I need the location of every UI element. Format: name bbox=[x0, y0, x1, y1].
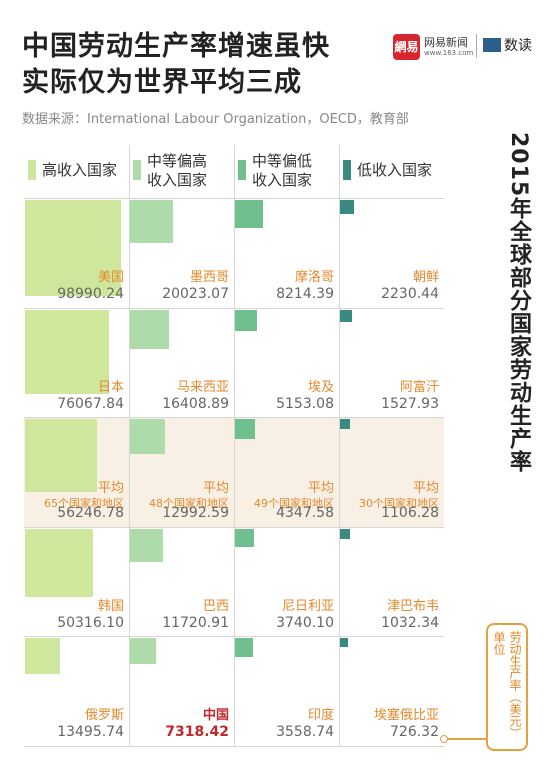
category-label: 津巴布韦 bbox=[386, 598, 439, 614]
unit-line: 单位 bbox=[492, 631, 506, 655]
value-square bbox=[340, 528, 350, 539]
value-square bbox=[235, 200, 263, 228]
value-label: 3558.74 bbox=[276, 724, 334, 741]
value-label: 56246.78 bbox=[57, 505, 124, 522]
brand-name: 网易新闻 bbox=[424, 36, 468, 49]
value-label: 1527.93 bbox=[381, 395, 439, 412]
row-line bbox=[24, 198, 444, 199]
value-label: 76067.84 bbox=[57, 395, 124, 412]
value-label: 12992.59 bbox=[162, 505, 229, 522]
value-square bbox=[235, 528, 254, 548]
value-square bbox=[340, 638, 349, 647]
column-name: 数读 bbox=[504, 38, 532, 54]
category-label: 马来西亚 bbox=[176, 379, 229, 395]
category-note: 65个国家和地区 bbox=[44, 497, 124, 511]
value-label: 50316.10 bbox=[57, 614, 124, 631]
category-label: 摩洛哥 bbox=[294, 270, 334, 285]
value-square bbox=[340, 419, 351, 430]
category-note: 30个国家和地区 bbox=[359, 497, 439, 511]
brand-logo: 網易 bbox=[393, 34, 420, 60]
unit-box: 单位 劳动生产率（美元） bbox=[486, 623, 528, 751]
value-square bbox=[25, 200, 121, 296]
value-label: 726.32 bbox=[390, 724, 439, 741]
value-label: 4347.58 bbox=[276, 505, 334, 522]
value-square bbox=[130, 309, 170, 349]
category-label: 俄罗斯 bbox=[84, 708, 124, 724]
category-label: 平均 bbox=[97, 481, 124, 497]
category-label: 日本 bbox=[97, 379, 124, 395]
category-label: 中国 bbox=[202, 708, 229, 724]
value-square bbox=[340, 309, 352, 322]
value-square bbox=[235, 309, 257, 332]
value-square bbox=[235, 638, 254, 657]
value-label: 8214.39 bbox=[276, 286, 334, 302]
legend-swatch bbox=[133, 160, 141, 180]
value-label: 13495.74 bbox=[57, 724, 124, 741]
value-square bbox=[130, 419, 165, 454]
value-square bbox=[130, 528, 164, 562]
value-label: 11720.91 bbox=[162, 614, 229, 631]
value-square bbox=[235, 419, 256, 440]
value-square bbox=[25, 528, 94, 598]
category-note: 49个国家和地区 bbox=[254, 497, 334, 511]
category-note: 48个国家和地区 bbox=[149, 497, 229, 511]
category-label: 印度 bbox=[307, 708, 334, 724]
category-label: 美国 bbox=[97, 270, 124, 285]
value-square bbox=[130, 200, 174, 244]
column-line bbox=[339, 145, 340, 746]
category-label: 巴西 bbox=[202, 598, 229, 614]
legend-swatch bbox=[343, 160, 351, 180]
title-line: 实际仅为世界平均三成 bbox=[22, 67, 302, 98]
category-label: 平均 bbox=[307, 481, 334, 497]
unit-connector bbox=[444, 738, 486, 740]
value-label: 16408.89 bbox=[162, 395, 229, 412]
category-label: 朝鲜 bbox=[412, 270, 439, 285]
legend-label: 高收入国家 bbox=[42, 161, 118, 179]
value-label: 5153.08 bbox=[276, 395, 334, 412]
brand-url: www.163.com bbox=[424, 49, 474, 57]
category-label: 平均 bbox=[412, 481, 439, 497]
legend-label: 低收入国家 bbox=[357, 161, 433, 179]
legend-swatch bbox=[238, 160, 246, 180]
category-label: 韩国 bbox=[97, 598, 124, 614]
row-line bbox=[24, 307, 444, 309]
category-label: 埃塞俄比亚 bbox=[373, 708, 439, 724]
separator bbox=[476, 34, 477, 58]
value-square bbox=[130, 638, 157, 665]
value-square bbox=[25, 419, 98, 492]
value-label: 98990.24 bbox=[57, 286, 124, 302]
row-line bbox=[24, 417, 444, 419]
value-label: 1106.28 bbox=[381, 505, 439, 522]
value-label: 3740.10 bbox=[276, 614, 334, 631]
column-line bbox=[129, 145, 130, 746]
value-label: 7318.42 bbox=[165, 724, 229, 741]
legend-swatch bbox=[28, 160, 36, 180]
legend-label: 中等偏高收入国家 bbox=[147, 152, 208, 189]
row-line bbox=[24, 636, 444, 638]
column-icon bbox=[483, 38, 501, 52]
category-label: 平均 bbox=[202, 481, 229, 497]
title-line: 中国劳动生产率增速虽快 bbox=[22, 31, 330, 62]
category-label: 阿富汗 bbox=[399, 379, 439, 395]
value-square bbox=[25, 309, 110, 394]
category-label: 墨西哥 bbox=[189, 270, 229, 285]
category-label: 埃及 bbox=[307, 379, 334, 395]
row-line bbox=[24, 526, 444, 528]
source: 数据来源：International Labour Organization，O… bbox=[22, 112, 409, 127]
value-label: 20023.07 bbox=[162, 286, 229, 302]
unit-line: 劳动生产率（美元） bbox=[508, 631, 522, 739]
value-label: 1032.34 bbox=[381, 614, 439, 631]
unit-dot bbox=[440, 735, 448, 743]
row-line bbox=[24, 746, 444, 747]
side-title: 2015年全球部分国家劳动生产率 bbox=[506, 132, 531, 474]
legend-label: 中等偏低收入国家 bbox=[252, 152, 313, 189]
value-square bbox=[340, 200, 355, 215]
category-label: 尼日利亚 bbox=[281, 598, 334, 614]
value-square bbox=[25, 638, 61, 674]
column-line bbox=[234, 145, 235, 746]
value-label: 2230.44 bbox=[381, 286, 439, 302]
